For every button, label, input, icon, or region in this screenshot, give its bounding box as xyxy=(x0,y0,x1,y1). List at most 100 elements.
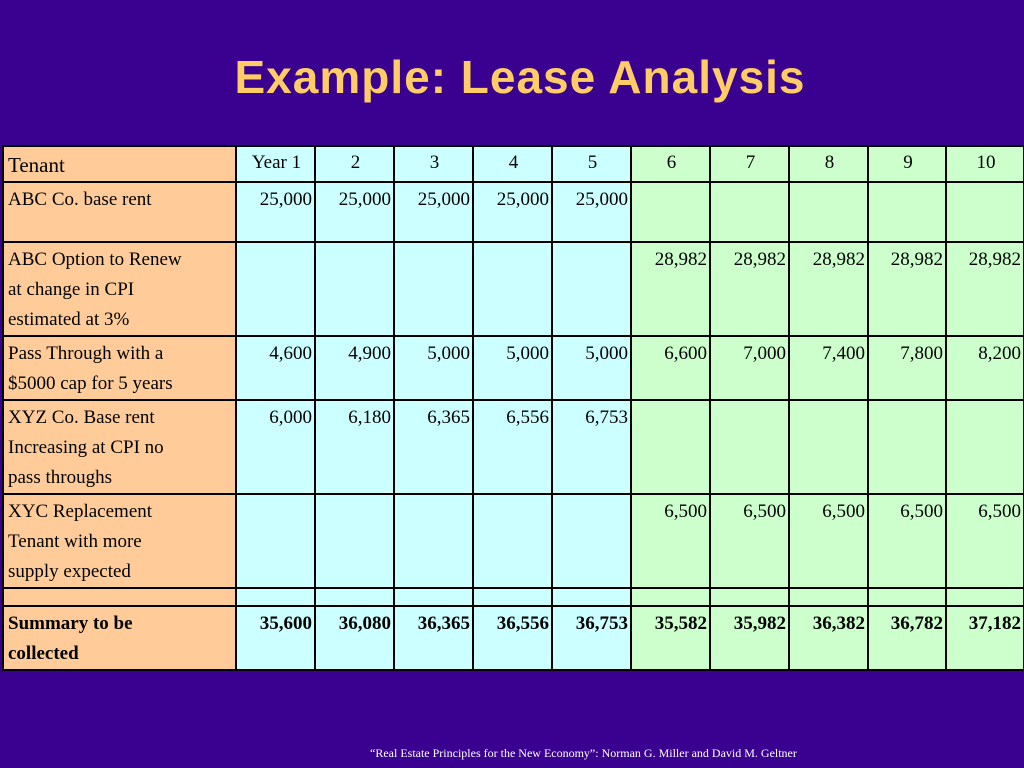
cell-year-2: 25,000 xyxy=(314,181,395,243)
header-tenant: Tenant xyxy=(2,145,237,183)
table-row xyxy=(2,587,1024,607)
cell-year-6: 6,600 xyxy=(630,335,711,401)
row-label-line: ABC Co. base rent xyxy=(8,189,152,210)
row-label-line: collected xyxy=(8,643,79,664)
cell-year-4 xyxy=(472,241,553,337)
row-label-line: Summary to be xyxy=(8,613,133,634)
summary-row: Summary to be collected 35,600 36,080 36,365… xyxy=(2,605,1024,671)
cell-year-9: 7,800 xyxy=(867,335,947,401)
cell-year-7: 28,982 xyxy=(709,241,790,337)
cell-year-2: 4,900 xyxy=(314,335,395,401)
table-row: ABC Co. base rent 25,000 25,000 25,000 25,00… xyxy=(2,181,1024,243)
row-label: ABC Option to Renew at change in CPI estim… xyxy=(2,241,237,337)
cell-year-10 xyxy=(945,399,1024,495)
cell-year-10: 6,500 xyxy=(945,493,1024,589)
row-label-line: supply expected xyxy=(8,561,131,582)
cell-year-2 xyxy=(314,241,395,337)
row-label: ABC Co. base rent xyxy=(2,181,237,243)
cell-year-9 xyxy=(867,399,947,495)
cell-year-10: 37,182 xyxy=(945,605,1024,671)
cell-year-10 xyxy=(945,181,1024,243)
cell-year-5 xyxy=(551,241,632,337)
cell-year-3: 25,000 xyxy=(393,181,474,243)
cell-year-8: 6,500 xyxy=(788,493,869,589)
cell-year-7: 35,982 xyxy=(709,605,790,671)
row-label-line: ABC Option to Renew xyxy=(8,249,182,270)
cell-year-2 xyxy=(314,587,395,607)
cell-year-8 xyxy=(788,181,869,243)
row-label-line: at change in CPI xyxy=(8,279,135,300)
cell-year-4 xyxy=(472,493,553,589)
cell-year-9 xyxy=(867,181,947,243)
header-year-5: 5 xyxy=(551,145,632,183)
row-label: Pass Through with a $5000 cap for 5 years xyxy=(2,335,237,401)
cell-year-4: 36,556 xyxy=(472,605,553,671)
cell-year-5: 6,753 xyxy=(551,399,632,495)
cell-year-6: 6,500 xyxy=(630,493,711,589)
cell-year-7: 7,000 xyxy=(709,335,790,401)
cell-year-3 xyxy=(393,493,474,589)
cell-year-4: 25,000 xyxy=(472,181,553,243)
table-row: XYZ Co. Base rent Increasing at CPI no pas… xyxy=(2,399,1024,495)
row-label-line: XYC Replacement xyxy=(8,501,153,522)
row-label: XYZ Co. Base rent Increasing at CPI no pas… xyxy=(2,399,237,495)
row-label-line: Pass Through with a xyxy=(8,343,164,364)
cell-year-8: 36,382 xyxy=(788,605,869,671)
row-label: XYC Replacement Tenant with more supply ex… xyxy=(2,493,237,589)
cell-year-5 xyxy=(551,587,632,607)
data-rows: ABC Co. base rent 25,000 25,000 25,000 25,00… xyxy=(2,181,1024,671)
cell-year-1: 25,000 xyxy=(235,181,316,243)
cell-year-2: 36,080 xyxy=(314,605,395,671)
cell-year-3: 6,365 xyxy=(393,399,474,495)
cell-year-8: 28,982 xyxy=(788,241,869,337)
cell-year-10: 8,200 xyxy=(945,335,1024,401)
cell-year-5: 25,000 xyxy=(551,181,632,243)
row-label-line: Tenant with more xyxy=(8,531,142,552)
header-row: Tenant Year 1 2 3 4 5 6 7 8 9 10 xyxy=(2,145,1024,183)
header-year-10: 10 xyxy=(945,145,1024,183)
row-label: Summary to be collected xyxy=(2,605,237,671)
cell-year-2: 6,180 xyxy=(314,399,395,495)
footer-citation: “Real Estate Principles for the New Econ… xyxy=(370,746,797,760)
cell-year-6 xyxy=(630,587,711,607)
cell-year-2 xyxy=(314,493,395,589)
row-label-line: estimated at 3% xyxy=(8,309,130,330)
table-row: XYC Replacement Tenant with more supply ex… xyxy=(2,493,1024,589)
cell-year-3: 5,000 xyxy=(393,335,474,401)
table-row: Pass Through with a $5000 cap for 5 years… xyxy=(2,335,1024,401)
cell-year-4: 6,556 xyxy=(472,399,553,495)
header-year-2: 2 xyxy=(314,145,395,183)
cell-year-9: 36,782 xyxy=(867,605,947,671)
cell-year-4 xyxy=(472,587,553,607)
header-year-3: 3 xyxy=(393,145,474,183)
row-label-line: $5000 cap for 5 years xyxy=(8,373,173,394)
cell-year-8 xyxy=(788,587,869,607)
row-label-line: XYZ Co. Base rent xyxy=(8,407,155,428)
cell-year-6: 35,582 xyxy=(630,605,711,671)
cell-year-5: 36,753 xyxy=(551,605,632,671)
cell-year-9: 6,500 xyxy=(867,493,947,589)
header-year-6: 6 xyxy=(630,145,711,183)
cell-year-9 xyxy=(867,587,947,607)
cell-year-4: 5,000 xyxy=(472,335,553,401)
slide-title: Example: Lease Analysis xyxy=(234,51,806,103)
cell-year-10 xyxy=(945,587,1024,607)
cell-year-1: 35,600 xyxy=(235,605,316,671)
cell-year-6: 28,982 xyxy=(630,241,711,337)
cell-year-3 xyxy=(393,241,474,337)
cell-year-7 xyxy=(709,587,790,607)
row-label-line: pass throughs xyxy=(8,467,112,488)
cell-year-1 xyxy=(235,493,316,589)
cell-year-5: 5,000 xyxy=(551,335,632,401)
header-year-1: Year 1 xyxy=(235,145,316,183)
cell-year-6 xyxy=(630,399,711,495)
lease-table: Tenant Year 1 2 3 4 5 6 7 8 9 10 ABC Co.… xyxy=(2,145,1024,671)
cell-year-5 xyxy=(551,493,632,589)
cell-year-8: 7,400 xyxy=(788,335,869,401)
row-label xyxy=(2,587,237,607)
header-year-8: 8 xyxy=(788,145,869,183)
header-year-9: 9 xyxy=(867,145,947,183)
cell-year-7: 6,500 xyxy=(709,493,790,589)
cell-year-7 xyxy=(709,181,790,243)
cell-year-6 xyxy=(630,181,711,243)
